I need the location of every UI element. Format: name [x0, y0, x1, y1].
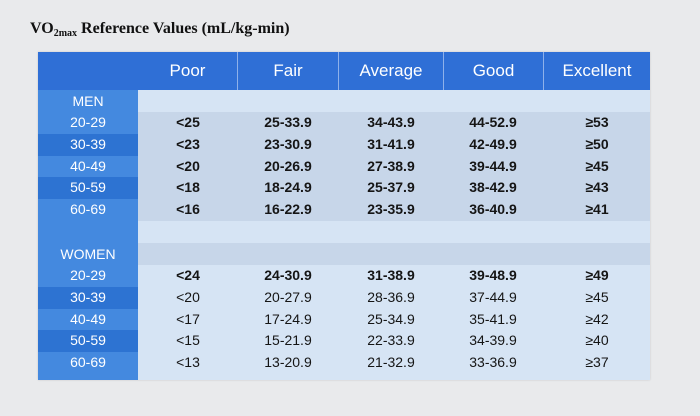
table-cell: 25-37.9 [367, 179, 415, 196]
men-age-40-49: 40-49 [70, 157, 106, 174]
table-cell: 13-20.9 [264, 354, 312, 371]
women-age-20-29: 20-29 [70, 267, 106, 283]
table-cell: 25-34.9 [367, 310, 415, 327]
table-cell: 17-24.9 [264, 310, 312, 327]
page-title: VO2max Reference Values (mL/kg-min) [30, 20, 290, 39]
table-cell: 34-39.9 [469, 332, 517, 349]
table-cell: ≥45 [585, 288, 609, 305]
col-header-good: Good [472, 61, 515, 80]
men-section-label: MEN [72, 93, 104, 109]
men-age-50-59: 50-59 [38, 177, 138, 200]
table-cell: 42-49.9 [469, 135, 517, 152]
table-cell: ≥50 [585, 135, 609, 152]
col-header-excellent: Excellent [562, 61, 632, 80]
table-cell: 39-48.9 [469, 267, 517, 283]
table-cell: 33-36.9 [469, 354, 517, 371]
women-age-60-69: 60-69 [70, 354, 106, 371]
table-cell: <18 [176, 179, 200, 196]
table-cell: ≥37 [585, 354, 609, 371]
table-cell: 22-33.9 [367, 332, 415, 349]
table-cell: <15 [176, 332, 200, 349]
women-age-30-39: 30-39 [38, 286, 138, 309]
table-cell: ≥49 [585, 267, 609, 283]
table-cell: 21-32.9 [367, 354, 415, 371]
table-cell: ≥42 [585, 310, 609, 327]
table-cell: <13 [176, 354, 200, 371]
women-age-40-49: 40-49 [70, 310, 106, 327]
table-cell: <20 [176, 157, 200, 174]
men-data-area [138, 112, 650, 221]
table-cell: 24-30.9 [264, 267, 312, 283]
table-cell: <17 [176, 310, 200, 327]
women-section-label: WOMEN [60, 246, 116, 262]
table-cell: 23-30.9 [264, 135, 312, 152]
col-header-fair: Fair [273, 61, 303, 80]
table-cell: ≥45 [585, 157, 609, 174]
men-age-60-69: 60-69 [70, 201, 106, 218]
table-cell: 36-40.9 [469, 201, 517, 218]
table-cell: <16 [176, 201, 200, 218]
table-cell: 20-27.9 [264, 288, 312, 305]
table-cell: 31-41.9 [367, 135, 415, 152]
table-cell: ≥53 [585, 114, 609, 130]
table-cell: <25 [176, 114, 200, 130]
table-cell: 39-44.9 [469, 157, 517, 174]
table-cell: 20-26.9 [264, 157, 312, 174]
table-cell: 16-22.9 [264, 201, 312, 218]
women-age-50-59: 50-59 [38, 330, 138, 353]
table-cell: 23-35.9 [367, 201, 415, 218]
table-cell: <20 [176, 288, 200, 305]
table-cell: 35-41.9 [469, 310, 517, 327]
table-cell: 44-52.9 [469, 114, 517, 130]
section-stripe [138, 90, 650, 112]
col-header-poor: Poor [169, 61, 206, 80]
table-cell: ≥43 [585, 179, 609, 196]
table-cell: ≥41 [585, 201, 609, 218]
section-stripe [138, 243, 650, 265]
table-cell: 34-43.9 [367, 114, 415, 130]
table-cell: 25-33.9 [264, 114, 312, 130]
col-header-average: Average [359, 61, 423, 80]
table-cell: 37-44.9 [469, 288, 517, 305]
vo2max-table: Poor Fair Average Good Excellent MEN 20-2… [38, 52, 650, 380]
table-cell: 28-36.9 [367, 288, 415, 305]
table-cell: 31-38.9 [367, 267, 415, 283]
table-cell: 27-38.9 [367, 157, 415, 174]
table-cell: 18-24.9 [264, 179, 312, 196]
table-cell: ≥40 [585, 332, 609, 349]
women-data-area [138, 265, 650, 380]
table-cell: 15-21.9 [264, 332, 312, 349]
table-cell: <23 [176, 135, 200, 152]
section-stripe [138, 221, 650, 243]
table-cell: 38-42.9 [469, 179, 517, 196]
men-age-30-39: 30-39 [38, 133, 138, 156]
table-header: Poor Fair Average Good Excellent [38, 52, 650, 90]
men-age-20-29: 20-29 [70, 114, 106, 130]
table-cell: <24 [176, 267, 200, 283]
